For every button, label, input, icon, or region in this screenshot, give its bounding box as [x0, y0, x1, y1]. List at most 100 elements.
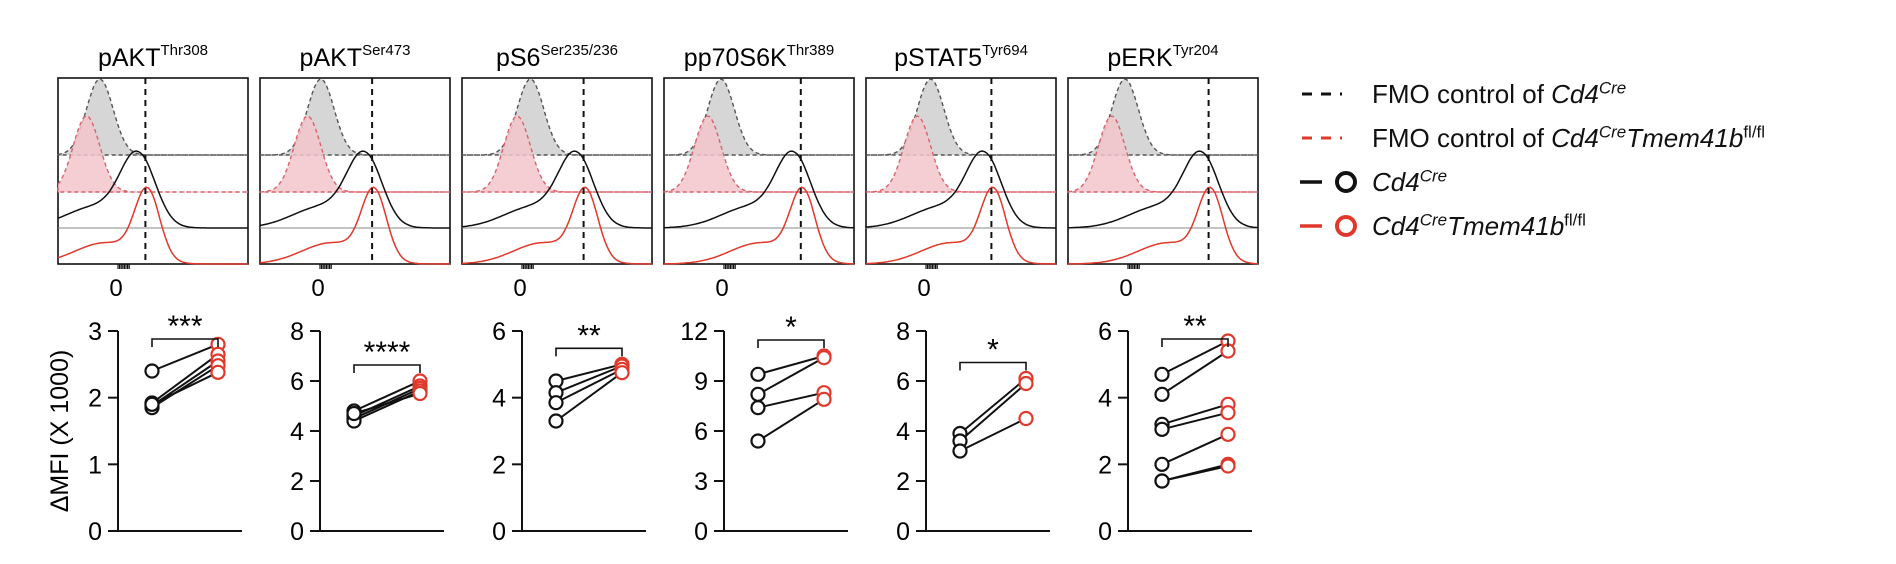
panel-title: pS6Ser235/236: [496, 42, 618, 72]
panel-title-sup: Thr308: [161, 42, 209, 59]
tmem41b-histogram: [461, 186, 652, 265]
significance-bracket: [353, 364, 421, 373]
y-tick-label: 6: [896, 368, 910, 396]
y-tick-label: 8: [896, 318, 910, 346]
y-tick-label: 2: [290, 468, 304, 496]
fmo-tmem41b-histogram: [1067, 115, 1258, 193]
histogram-frame: [663, 77, 855, 265]
tmem41b-point: [1018, 410, 1034, 427]
legend-gene-2: Tmem41b: [1626, 122, 1744, 153]
cd4cre-point: [548, 395, 564, 411]
cd4cre-point: [346, 405, 362, 422]
cd4cre-point: [750, 433, 766, 449]
y-tick-label: 6: [1098, 318, 1112, 346]
panel-title: pAKTThr308: [98, 42, 208, 72]
panel-3: pp70S6KThr389 0 0 3 6 9 12 *: [663, 42, 855, 546]
tmem41b-point: [816, 350, 832, 366]
fmo-tmem41b-histogram: [57, 115, 248, 193]
y-tick-label: 4: [492, 385, 506, 413]
legend-gene: Cd4: [1372, 210, 1420, 241]
pair-line: [1161, 465, 1229, 482]
histogram-frame: [461, 77, 653, 265]
panel-0: pAKTThr308 0 0 1 2 3 *** ΔMFI (X 1000): [46, 42, 249, 546]
y-tick-label: 0: [492, 518, 506, 546]
y-tick-label: 6: [694, 418, 708, 446]
tmem41b-point: [816, 391, 832, 407]
significance-bracket: [757, 339, 825, 348]
legend-sup: Cre: [1419, 165, 1448, 185]
significance-label: *: [785, 311, 797, 344]
legend-gene: Cd4: [1372, 166, 1420, 197]
cd4cre-point: [144, 363, 160, 379]
y-tick-label: 2: [896, 468, 910, 496]
cd4cre-point: [548, 413, 564, 429]
panel-title-sup: Ser235/236: [540, 42, 618, 59]
y-tick-label: 12: [680, 318, 708, 346]
fmo-tmem41b-histogram: [462, 115, 652, 193]
cd4cre-point: [144, 396, 160, 412]
histogram-zero-label: 0: [513, 275, 526, 302]
tmem41b-histogram: [57, 186, 248, 265]
pair-line: [1161, 340, 1229, 376]
panel-title-main: pAKT: [300, 44, 363, 72]
pair-line: [757, 398, 825, 442]
pair-line: [1161, 350, 1229, 396]
panel-title: pp70S6KThr389: [684, 42, 834, 72]
y-tick-label: 0: [290, 518, 304, 546]
cd4cre-point: [952, 443, 968, 459]
y-tick-label: 1: [88, 451, 102, 479]
legend-label: Cd4CreTmem41bfl/fl: [1366, 211, 1586, 242]
histogram-frame: [1067, 77, 1259, 265]
pair-line: [1161, 403, 1229, 426]
pair-line: [959, 382, 1027, 442]
pair-line: [959, 377, 1027, 435]
legend-text: FMO control of: [1372, 78, 1552, 109]
pair-line: [353, 380, 421, 412]
fmo-tmem41b-histogram: [259, 115, 450, 193]
cd4cre-histogram: [865, 150, 1056, 229]
histogram-frame: [865, 77, 1057, 265]
fmo-tmem41b-histogram: [663, 115, 854, 193]
dashed-red-line-icon: [1302, 136, 1342, 140]
pair-line: [555, 363, 623, 382]
pair-line: [555, 371, 623, 422]
pair-line: [151, 353, 219, 404]
panel-title: pERKTyr204: [1107, 42, 1218, 72]
histogram-zero-label: 0: [917, 275, 930, 302]
panel-title-sup: Tyr694: [982, 42, 1028, 59]
tmem41b-point: [1018, 375, 1034, 392]
significance-bracket: [1161, 338, 1229, 347]
legend-sup: Cre: [1598, 121, 1627, 141]
tmem41b-histogram: [865, 186, 1056, 265]
legend-sup-2: fl/fl: [1743, 121, 1766, 141]
panel-title-sup: Tyr204: [1173, 42, 1219, 59]
fmo-cd4cre-histogram: [1068, 78, 1258, 156]
solid-red-line-circle-icon: [1300, 215, 1357, 237]
fmo-cd4cre-histogram: [664, 78, 854, 156]
cd4cre-point: [1154, 473, 1170, 489]
y-tick-label: 0: [694, 518, 708, 546]
cd4cre-histogram: [259, 150, 450, 229]
legend-label: FMO control of Cd4CreTmem41bfl/fl: [1366, 123, 1765, 154]
legend-sup: Cre: [1419, 209, 1448, 229]
histogram-zero-label: 0: [109, 275, 122, 302]
fmo-cd4cre-histogram: [462, 78, 652, 156]
pair-line: [555, 368, 623, 404]
tmem41b-point: [614, 365, 630, 381]
fmo-cd4cre-histogram: [260, 78, 450, 156]
cd4cre-point: [1154, 456, 1170, 472]
histogram-zero-label: 0: [311, 275, 324, 302]
fmo-tmem41b-histogram: [865, 115, 1056, 193]
legend-item-fmo-cd4cre-tmem41b: FMO control of Cd4CreTmem41bfl/fl: [1296, 116, 1876, 160]
cd4cre-point: [750, 400, 766, 416]
panel-title-sup: Ser473: [362, 42, 410, 59]
histogram-frame: [57, 77, 249, 265]
histogram-zero-label: 0: [715, 275, 728, 302]
panel-4: pSTAT5Tyr694 0 0 2 4 6 8 *: [865, 42, 1057, 546]
pair-line: [757, 356, 825, 396]
tmem41b-histogram: [1068, 186, 1259, 265]
panel-title: pAKTSer473: [300, 42, 411, 72]
panel-title-main: pp70S6K: [684, 44, 787, 72]
significance-label: **: [577, 319, 601, 352]
